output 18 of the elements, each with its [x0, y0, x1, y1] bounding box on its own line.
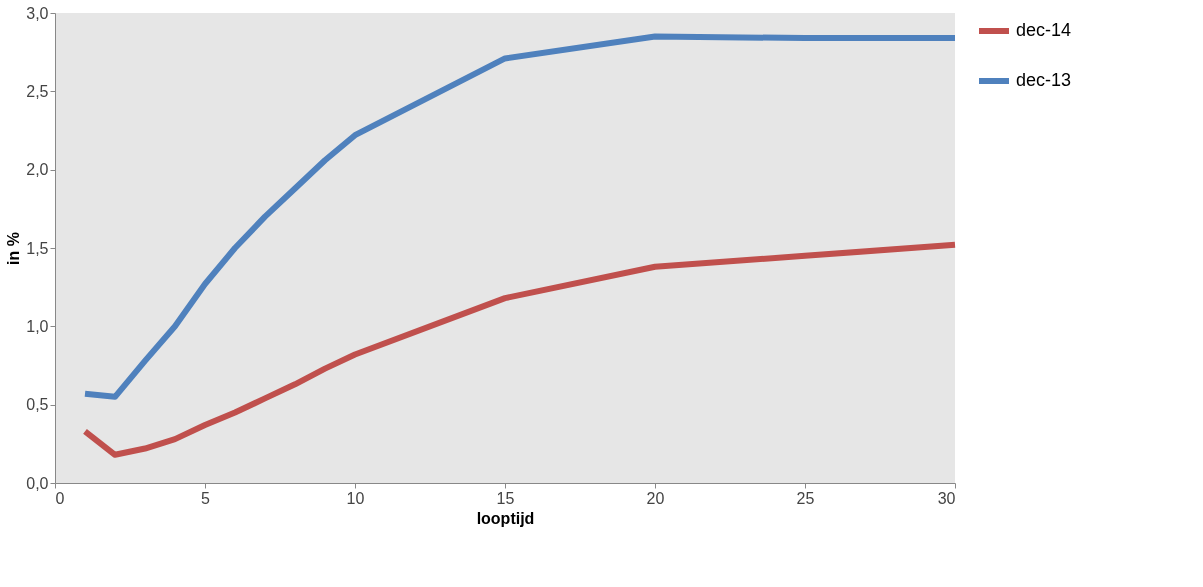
y-tick-label: 2,5	[26, 82, 49, 100]
y-tick-label: 0,0	[26, 474, 49, 492]
x-tick-label: 10	[346, 489, 365, 507]
x-tick-label: 15	[496, 489, 515, 507]
y-tick-label: 0,5	[26, 396, 49, 414]
y-tick-label: 1,0	[26, 317, 49, 335]
y-tick-label: 3,0	[26, 4, 49, 22]
y-axis-title: in %	[5, 232, 23, 265]
legend-label: dec-14	[1016, 20, 1072, 40]
legend-label: dec-13	[1016, 70, 1072, 90]
x-tick-label: 30	[937, 489, 956, 507]
x-tick-label: 0	[55, 489, 65, 507]
x-tick-label: 25	[796, 489, 815, 507]
x-tick-label: 5	[201, 489, 211, 507]
x-tick-label: 20	[646, 489, 665, 507]
y-tick-label: 2,0	[26, 161, 49, 179]
y-tick-label: 1,5	[26, 239, 49, 257]
x-axis-title: looptijd	[476, 509, 535, 527]
